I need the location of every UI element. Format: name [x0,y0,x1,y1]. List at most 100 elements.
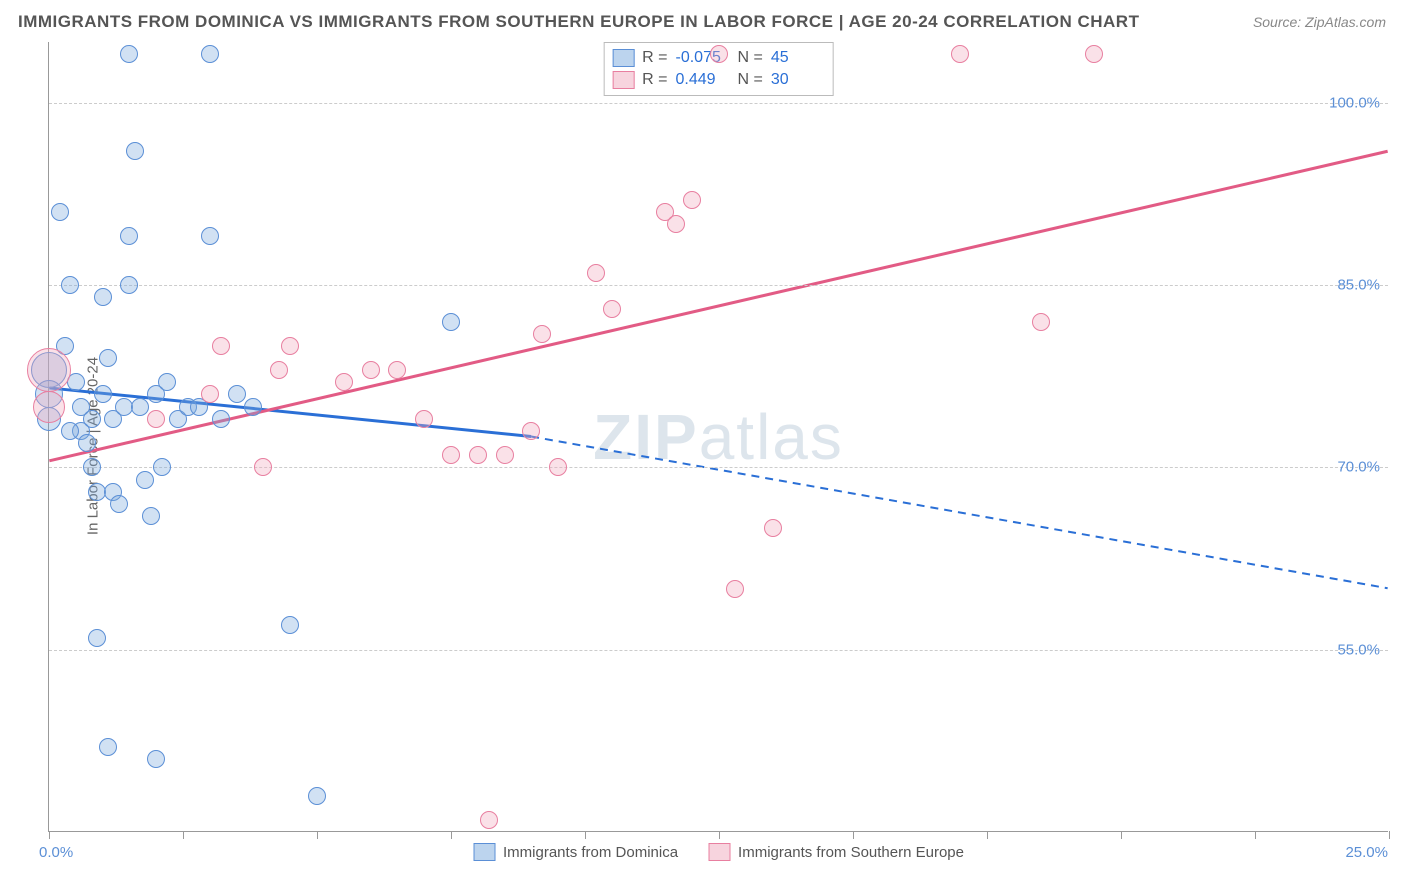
scatter-point [142,507,160,525]
scatter-point [710,45,728,63]
scatter-point [228,385,246,403]
scatter-point [362,361,380,379]
swatch-pink-icon [612,71,634,89]
scatter-point [99,349,117,367]
x-tick [49,831,50,839]
x-tick [451,831,452,839]
legend-label-blue: Immigrants from Dominica [503,844,678,861]
scatter-point [496,446,514,464]
legend-item-pink: Immigrants from Southern Europe [708,843,964,861]
x-tick [1389,831,1390,839]
stat-n-label: N = [738,71,763,89]
y-tick-label: 55.0% [1337,641,1380,658]
bottom-legend: Immigrants from Dominica Immigrants from… [473,843,964,861]
scatter-point [83,410,101,428]
scatter-point [603,300,621,318]
chart-container: IMMIGRANTS FROM DOMINICA VS IMMIGRANTS F… [0,0,1406,892]
x-axis-max-label: 25.0% [1345,844,1388,861]
scatter-point [442,446,460,464]
x-tick [1121,831,1122,839]
scatter-point [308,787,326,805]
y-tick-label: 100.0% [1329,94,1380,111]
scatter-point [549,458,567,476]
scatter-point [281,616,299,634]
scatter-point [726,580,744,598]
source-attribution: Source: ZipAtlas.com [1253,14,1386,30]
stat-r-label: R = [642,49,667,67]
gridline-horizontal [49,103,1388,104]
swatch-blue-icon [612,49,634,67]
watermark-light: atlas [699,401,844,473]
x-tick [1255,831,1256,839]
scatter-point [78,434,96,452]
scatter-point [99,738,117,756]
scatter-point [51,203,69,221]
scatter-point [120,227,138,245]
gridline-horizontal [49,650,1388,651]
scatter-point [27,348,71,392]
scatter-point [147,750,165,768]
scatter-point [83,458,101,476]
scatter-point [254,458,272,476]
scatter-point [88,629,106,647]
scatter-point [201,45,219,63]
swatch-pink-icon [708,843,730,861]
x-tick [183,831,184,839]
scatter-point [136,471,154,489]
watermark: ZIPatlas [593,400,844,474]
scatter-point [153,458,171,476]
scatter-point [415,410,433,428]
scatter-point [480,811,498,829]
scatter-point [469,446,487,464]
scatter-point [1032,313,1050,331]
scatter-point [126,142,144,160]
scatter-point [61,276,79,294]
x-tick [585,831,586,839]
x-tick [317,831,318,839]
scatter-point [388,361,406,379]
scatter-point [33,391,65,423]
scatter-point [201,227,219,245]
scatter-point [764,519,782,537]
watermark-bold: ZIP [593,401,699,473]
scatter-point [201,385,219,403]
x-tick [719,831,720,839]
chart-title: IMMIGRANTS FROM DOMINICA VS IMMIGRANTS F… [18,12,1139,32]
stat-r-value-pink: 0.449 [676,71,730,89]
scatter-point [212,337,230,355]
scatter-point [587,264,605,282]
legend-item-blue: Immigrants from Dominica [473,843,678,861]
x-tick [987,831,988,839]
scatter-point [1085,45,1103,63]
scatter-point [335,373,353,391]
x-tick [853,831,854,839]
y-tick-label: 70.0% [1337,459,1380,476]
scatter-point [147,410,165,428]
scatter-point [442,313,460,331]
scatter-point [533,325,551,343]
scatter-point [131,398,149,416]
scatter-point [281,337,299,355]
scatter-point [667,215,685,233]
scatter-point [270,361,288,379]
stat-n-value-blue: 45 [771,49,825,67]
scatter-point [212,410,230,428]
scatter-point [951,45,969,63]
scatter-point [94,288,112,306]
scatter-point [120,45,138,63]
x-axis-min-label: 0.0% [39,844,73,861]
stat-r-label: R = [642,71,667,89]
scatter-point [110,495,128,513]
scatter-point [120,276,138,294]
scatter-point [61,422,79,440]
plot-area: ZIPatlas R = -0.075 N = 45 R = 0.449 N =… [48,42,1388,832]
scatter-point [158,373,176,391]
stat-row-pink: R = 0.449 N = 30 [612,69,825,91]
trend-lines-svg [49,42,1388,831]
gridline-horizontal [49,285,1388,286]
gridline-horizontal [49,467,1388,468]
scatter-point [244,398,262,416]
scatter-point [683,191,701,209]
stat-n-label: N = [738,49,763,67]
stat-n-value-pink: 30 [771,71,825,89]
